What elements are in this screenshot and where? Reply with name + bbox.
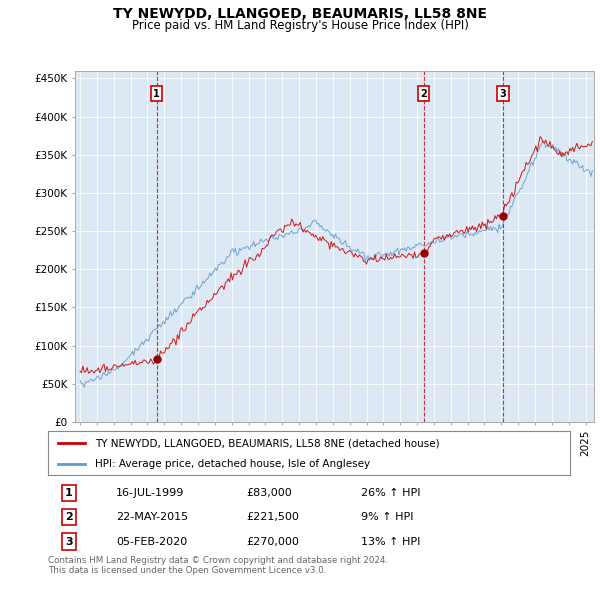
Text: 3: 3: [499, 88, 506, 99]
Text: 2: 2: [65, 512, 73, 522]
Text: 13% ↑ HPI: 13% ↑ HPI: [361, 536, 421, 546]
Text: 1: 1: [65, 487, 73, 497]
Text: 2: 2: [420, 88, 427, 99]
Text: Contains HM Land Registry data © Crown copyright and database right 2024.
This d: Contains HM Land Registry data © Crown c…: [48, 556, 388, 575]
Text: TY NEWYDD, LLANGOED, BEAUMARIS, LL58 8NE (detached house): TY NEWYDD, LLANGOED, BEAUMARIS, LL58 8NE…: [95, 438, 440, 448]
Text: 05-FEB-2020: 05-FEB-2020: [116, 536, 187, 546]
Text: 9% ↑ HPI: 9% ↑ HPI: [361, 512, 414, 522]
Text: 16-JUL-1999: 16-JUL-1999: [116, 487, 184, 497]
Text: 22-MAY-2015: 22-MAY-2015: [116, 512, 188, 522]
Text: £221,500: £221,500: [247, 512, 299, 522]
Text: £83,000: £83,000: [247, 487, 292, 497]
Text: Price paid vs. HM Land Registry's House Price Index (HPI): Price paid vs. HM Land Registry's House …: [131, 19, 469, 32]
Text: 26% ↑ HPI: 26% ↑ HPI: [361, 487, 421, 497]
Text: HPI: Average price, detached house, Isle of Anglesey: HPI: Average price, detached house, Isle…: [95, 459, 370, 469]
Text: £270,000: £270,000: [247, 536, 299, 546]
Text: 1: 1: [153, 88, 160, 99]
Text: 3: 3: [65, 536, 73, 546]
Text: TY NEWYDD, LLANGOED, BEAUMARIS, LL58 8NE: TY NEWYDD, LLANGOED, BEAUMARIS, LL58 8NE: [113, 7, 487, 21]
